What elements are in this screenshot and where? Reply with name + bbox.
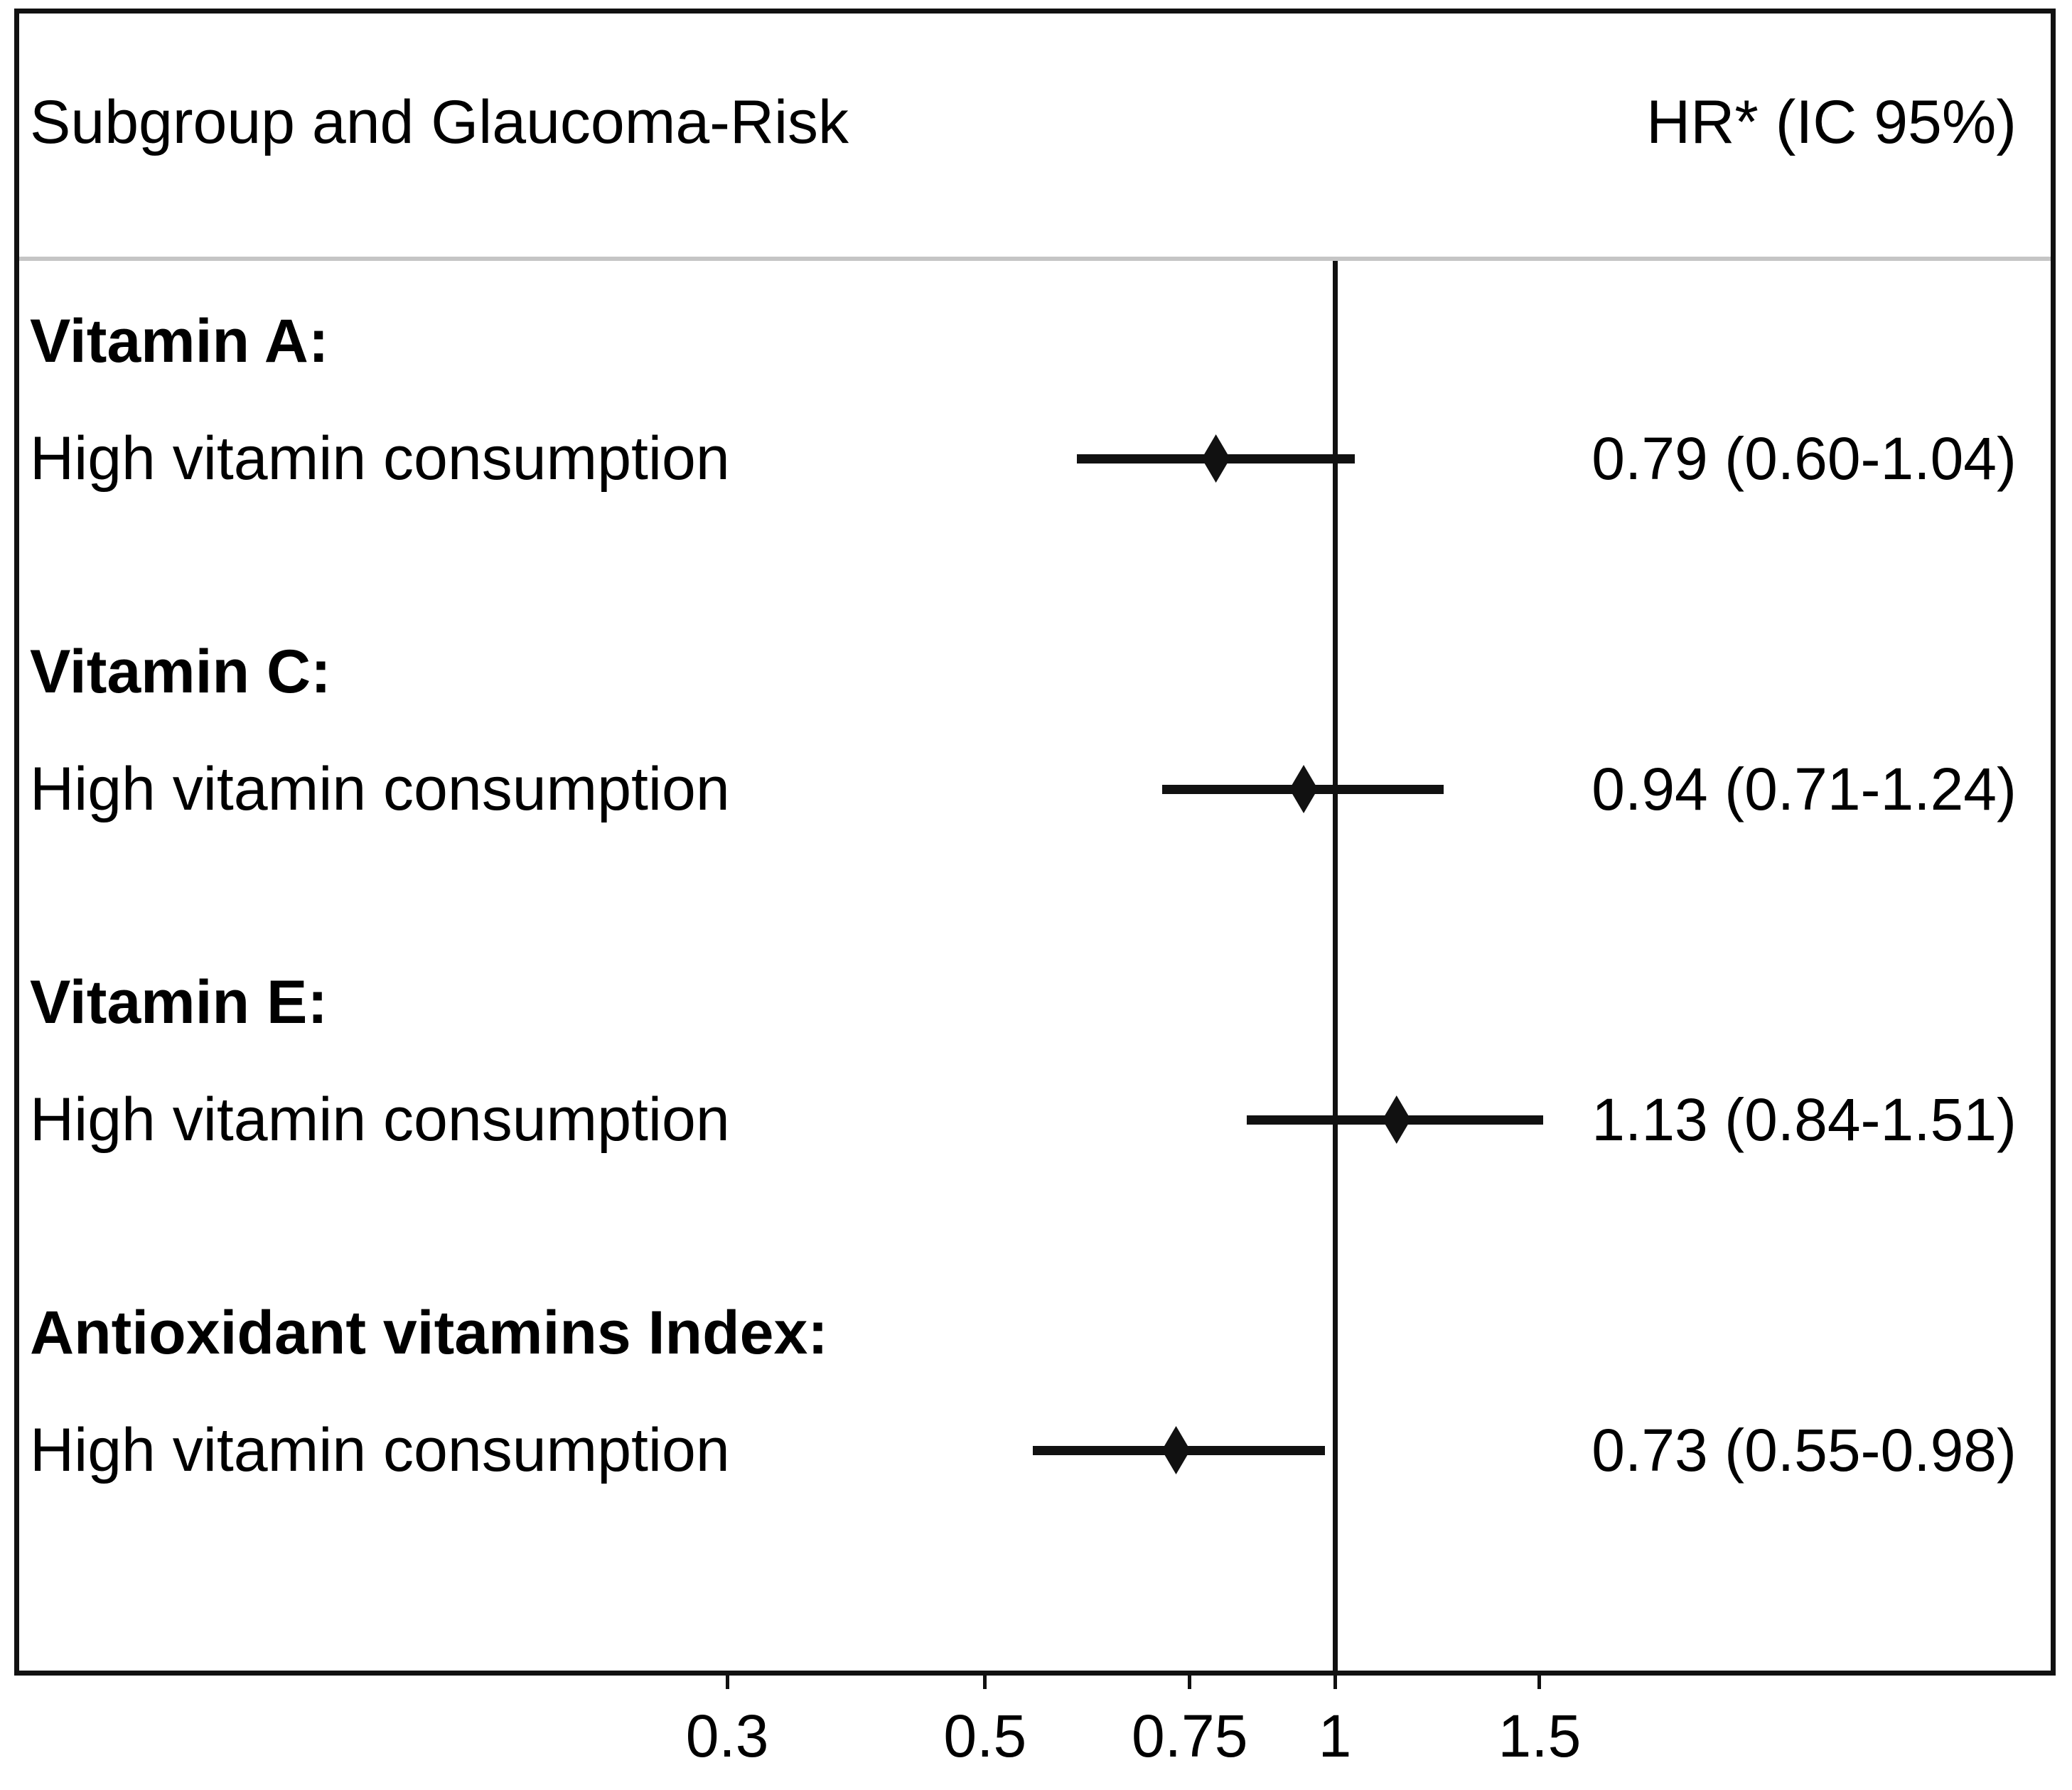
hr-ci-value: 0.94 (0.71-1.24) [1591,756,2017,822]
axis-tick [1333,1671,1337,1689]
group-heading: Antioxidant vitamins Index: [30,1299,828,1367]
group-heading: Vitamin A: [30,307,329,375]
axis-tick-label: 1 [1318,1703,1352,1769]
column-header-hr-ci: HR* (IC 95%) [1646,88,2017,156]
axis-tick-label: 0.75 [1131,1703,1248,1769]
axis-tick [725,1671,729,1689]
axis-tick-label: 0.3 [685,1703,769,1769]
column-header-subgroup: Subgroup and Glaucoma-Risk [30,88,849,156]
reference-line-hr-1 [1333,261,1338,1671]
axis-tick-label: 0.5 [943,1703,1027,1769]
hr-ci-value: 1.13 (0.84-1.51) [1591,1086,2017,1153]
row-label: High vitamin consumption [30,1416,730,1484]
axis-tick [983,1671,987,1689]
plot-frame [14,9,2056,1676]
row-label: High vitamin consumption [30,424,730,493]
axis-tick [1188,1671,1192,1689]
header-separator-line [19,257,2051,261]
axis-tick-label: 1.5 [1498,1703,1582,1769]
group-heading: Vitamin E: [30,968,328,1036]
hr-ci-value: 0.79 (0.60-1.04) [1591,425,2017,492]
axis-tick [1537,1671,1542,1689]
row-label: High vitamin consumption [30,755,730,823]
hr-ci-value: 0.73 (0.55-0.98) [1591,1417,2017,1484]
group-heading: Vitamin C: [30,638,331,706]
row-label: High vitamin consumption [30,1086,730,1154]
